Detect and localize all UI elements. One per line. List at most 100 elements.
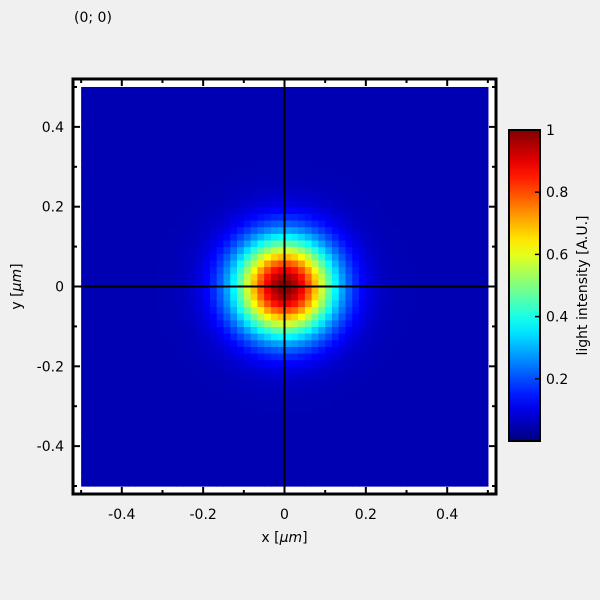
heatmap-cell — [189, 319, 197, 327]
heatmap-cell — [399, 126, 408, 135]
heatmap-cell — [189, 120, 197, 128]
heatmap-cell — [453, 173, 462, 181]
heatmap-cell — [352, 319, 360, 327]
heatmap-cell — [331, 299, 340, 308]
heatmap-cell — [155, 366, 164, 374]
heatmap-cell — [359, 259, 367, 268]
heatmap-cell — [392, 439, 401, 447]
heatmap-cell — [182, 279, 191, 288]
heatmap-cell — [318, 426, 326, 434]
heatmap-cell — [237, 419, 245, 427]
heatmap-cell — [169, 446, 177, 454]
heatmap-cell — [270, 306, 279, 314]
heatmap-cell — [277, 392, 286, 401]
heatmap-cell — [474, 120, 482, 128]
heatmap-cell — [365, 286, 374, 294]
heatmap-cell — [359, 100, 367, 108]
heatmap-cell — [325, 359, 333, 367]
heatmap-cell — [94, 319, 103, 327]
heatmap-cell — [467, 253, 475, 261]
heatmap-cell — [87, 100, 96, 108]
heatmap-cell — [182, 93, 191, 101]
heatmap-cell — [453, 100, 462, 108]
heatmap-cell — [87, 246, 96, 254]
heatmap-cell — [453, 266, 462, 274]
heatmap-cell — [386, 273, 394, 281]
heatmap-cell — [94, 166, 103, 175]
heatmap-cell — [148, 446, 157, 454]
heatmap-cell — [216, 113, 225, 121]
heatmap-cell — [121, 259, 130, 268]
heatmap-cell — [121, 133, 130, 141]
heatmap-cell — [223, 446, 231, 454]
heatmap-cell — [453, 406, 462, 414]
heatmap-cell — [250, 366, 258, 374]
heatmap-cell — [115, 313, 123, 321]
heatmap-cell — [359, 446, 367, 454]
heatmap-cell — [270, 160, 279, 168]
heatmap-cell — [203, 386, 211, 394]
heatmap-cell — [196, 193, 204, 201]
heatmap-cell — [406, 219, 414, 228]
heatmap-cell — [142, 100, 150, 108]
heatmap-cell — [352, 419, 360, 427]
heatmap-cell — [87, 466, 96, 474]
heatmap-cell — [162, 406, 170, 414]
heatmap-cell — [284, 299, 292, 308]
heatmap-cell — [406, 472, 414, 480]
heatmap-cell — [440, 246, 448, 254]
heatmap-cell — [420, 366, 428, 374]
heatmap-cell — [406, 439, 414, 447]
heatmap-cell — [284, 346, 292, 354]
heatmap-cell — [250, 133, 258, 141]
heatmap-cell — [304, 432, 313, 441]
heatmap-cell — [81, 366, 89, 374]
heatmap-cell — [325, 459, 333, 467]
heatmap-cell — [406, 239, 414, 248]
heatmap-cell — [230, 100, 238, 108]
heatmap-cell — [237, 166, 245, 175]
heatmap-cell — [338, 193, 347, 201]
heatmap-cell — [237, 452, 245, 461]
heatmap-cell — [338, 86, 347, 95]
heatmap-cell — [467, 213, 475, 221]
heatmap-cell — [196, 439, 204, 447]
heatmap-cell — [304, 186, 313, 194]
heatmap-cell — [189, 472, 197, 480]
heatmap-cell — [277, 439, 286, 447]
heatmap-cell — [447, 452, 455, 461]
heatmap-cell — [81, 133, 89, 141]
heatmap-cell — [196, 452, 204, 461]
heatmap-cell — [447, 253, 455, 261]
heatmap-cell — [101, 386, 109, 394]
heatmap-cell — [101, 479, 109, 487]
heatmap-cell — [345, 120, 353, 128]
heatmap-cell — [115, 279, 123, 288]
heatmap-cell — [453, 333, 462, 341]
heatmap-cell — [243, 213, 252, 221]
heatmap-cell — [237, 386, 245, 394]
heatmap-cell — [311, 239, 319, 248]
heatmap-cell — [284, 459, 292, 467]
heatmap-cell — [331, 160, 340, 168]
heatmap-cell — [216, 226, 225, 234]
heatmap-cell — [169, 233, 177, 241]
heatmap-cell — [338, 219, 347, 228]
heatmap-cell — [257, 259, 265, 268]
heatmap-cell — [135, 279, 143, 288]
heatmap-cell — [162, 173, 170, 181]
heatmap-cell — [447, 266, 455, 274]
heatmap-cell — [87, 412, 96, 421]
heatmap-cell — [250, 333, 258, 341]
heatmap-cell — [101, 213, 109, 221]
heatmap-cell — [94, 412, 103, 421]
heatmap-cell — [481, 259, 489, 268]
heatmap-cell — [453, 346, 462, 354]
heatmap-cell — [474, 466, 482, 474]
heatmap-cell — [359, 419, 367, 427]
heatmap-cell — [406, 133, 414, 141]
heatmap-cell — [230, 459, 238, 467]
heatmap-cell — [176, 246, 184, 254]
heatmap-cell — [270, 93, 279, 101]
heatmap-cell — [406, 279, 414, 288]
